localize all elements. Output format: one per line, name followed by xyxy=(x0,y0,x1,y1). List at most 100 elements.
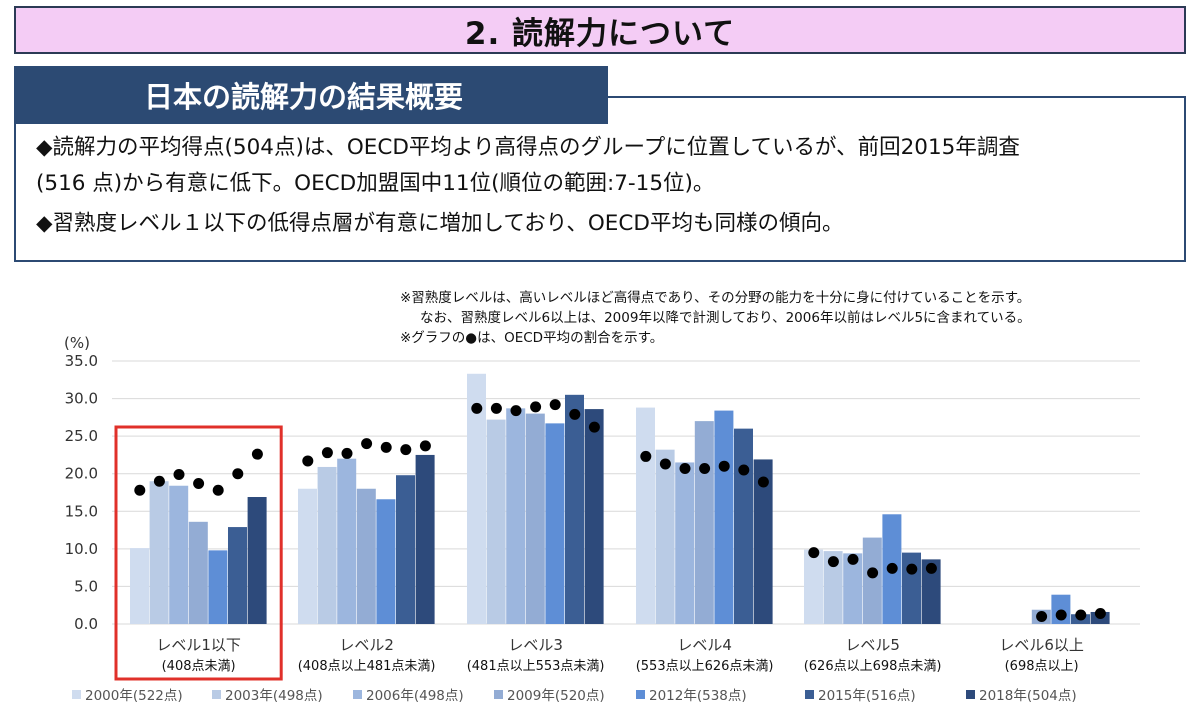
bar xyxy=(545,423,565,624)
oecd-average-dot xyxy=(251,448,263,460)
oecd-average-dot xyxy=(679,462,691,474)
note-oecd-dot: ※グラフの●は、OECD平均の割合を示す。 xyxy=(400,330,664,346)
summary-line-2: (516 点)から有意に低下。OECD加盟国中11位(順位の範囲:7-15位)。 xyxy=(36,171,715,196)
category-sublabel: (408点未満) xyxy=(162,659,236,674)
legend-label: 2015年(516点) xyxy=(818,688,916,704)
oecd-average-dot xyxy=(380,441,392,453)
bar xyxy=(565,394,584,624)
bar xyxy=(525,413,545,624)
bar xyxy=(415,454,435,624)
legend-label: 2009年(520点) xyxy=(507,688,605,704)
bar xyxy=(298,488,317,624)
oecd-average-dot xyxy=(718,460,730,472)
oecd-average-dot xyxy=(510,405,522,417)
legend-swatch xyxy=(966,690,975,699)
x-axis-labels: レベル1以下 (408点未満) レベル2 (408点以上481点未満) レベル3 (481… xyxy=(156,636,1084,674)
oecd-average-dot xyxy=(490,402,502,414)
legend-swatch xyxy=(72,690,81,699)
category-sublabel: (698点以上) xyxy=(1005,659,1079,674)
legend-label: 2012年(538点) xyxy=(649,688,747,704)
summary-line-3: ◆習熟度レベル１以下の低得点層が有意に増加しており、OECD平均も同様の傾向。 xyxy=(36,211,844,236)
oecd-average-dot xyxy=(173,468,185,480)
y-tick-label: 10.0 xyxy=(65,540,98,558)
legend-swatch xyxy=(212,690,221,699)
bar xyxy=(228,527,247,624)
category-sublabel: (553点以上626点未満) xyxy=(636,659,774,674)
oecd-average-dot xyxy=(1036,610,1048,622)
oecd-average-dot xyxy=(321,447,333,459)
y-tick-label: 15.0 xyxy=(65,502,98,520)
legend-label: 2006年(498点) xyxy=(366,688,464,704)
bar xyxy=(804,549,823,624)
oecd-average-dot xyxy=(1075,609,1087,621)
oecd-average-dot xyxy=(827,556,839,568)
oecd-average-dot xyxy=(738,464,750,476)
category-label: レベル1以下 xyxy=(156,636,241,654)
oecd-average-dot xyxy=(640,450,652,462)
oecd-average-dot xyxy=(886,562,898,574)
oecd-average-dot xyxy=(361,438,373,450)
bar xyxy=(694,421,714,624)
oecd-average-dot xyxy=(134,484,146,496)
bar xyxy=(317,466,337,624)
bars xyxy=(130,373,1110,624)
oecd-average-dot xyxy=(847,553,859,565)
y-tick-label: 35.0 xyxy=(65,352,98,370)
y-axis-label: (%) xyxy=(64,334,90,352)
bar xyxy=(247,497,267,624)
bar xyxy=(636,407,655,624)
oecd-average-dot xyxy=(212,484,224,496)
oecd-average-dot xyxy=(302,455,314,467)
highlight-box xyxy=(114,425,283,681)
category-label: レベル6以上 xyxy=(999,636,1084,654)
oecd-average-dot xyxy=(588,421,600,433)
bar xyxy=(655,449,675,624)
bar xyxy=(902,552,921,624)
legend-swatch xyxy=(353,690,362,699)
oecd-average-dot xyxy=(419,440,431,452)
y-tick-label: 20.0 xyxy=(65,465,98,483)
chart-notes: ※習熟度レベルは、高いレベルほど高得点であり、その分野の能力を十分に身に付けてい… xyxy=(400,288,1031,348)
bar xyxy=(188,521,208,624)
y-tick-label: 0.0 xyxy=(74,615,98,633)
y-tick-label: 30.0 xyxy=(65,390,98,408)
bar xyxy=(149,481,169,624)
oecd-average-dot xyxy=(1094,607,1106,619)
category-label: レベル5 xyxy=(845,636,900,654)
y-tick-label: 25.0 xyxy=(65,427,98,445)
category-label: レベル4 xyxy=(677,636,732,654)
oecd-average-dots xyxy=(134,399,1106,622)
legend-label: 2018年(504点) xyxy=(979,688,1077,704)
bar xyxy=(921,559,941,624)
bar xyxy=(734,428,753,624)
highlight-frame xyxy=(114,425,283,681)
bar xyxy=(130,548,149,624)
oecd-average-dot xyxy=(193,477,205,489)
oecd-average-dot xyxy=(699,462,711,474)
bar xyxy=(823,551,843,624)
oecd-average-dot xyxy=(232,468,244,480)
bar xyxy=(675,462,695,624)
oecd-average-dot xyxy=(569,408,581,420)
category-label: レベル2 xyxy=(339,636,394,654)
bar xyxy=(506,408,526,624)
legend-swatch xyxy=(494,690,503,699)
oecd-average-dot xyxy=(808,547,820,559)
bar xyxy=(208,550,228,624)
oecd-average-dot xyxy=(341,447,353,459)
oecd-average-dot xyxy=(153,475,165,487)
bar xyxy=(396,475,415,624)
bar xyxy=(486,419,506,624)
oecd-average-dot xyxy=(659,458,671,470)
bar xyxy=(714,410,734,624)
category-sublabel: (408点以上481点未満) xyxy=(298,659,436,674)
bar xyxy=(862,537,882,624)
category-sublabel: (481点以上553点未満) xyxy=(467,659,605,674)
summary-line-1: ◆読解力の平均得点(504点)は、OECD平均より高得点のグループに位置している… xyxy=(36,135,1020,160)
y-axis: (%) 0.0 5.0 10.0 15.0 20.0 25.0 30.0 35.0 xyxy=(64,334,98,633)
section-subtitle: 日本の読解力の結果概要 xyxy=(14,66,608,124)
oecd-average-dot xyxy=(867,567,879,579)
bar xyxy=(467,373,486,624)
bar xyxy=(337,458,357,624)
